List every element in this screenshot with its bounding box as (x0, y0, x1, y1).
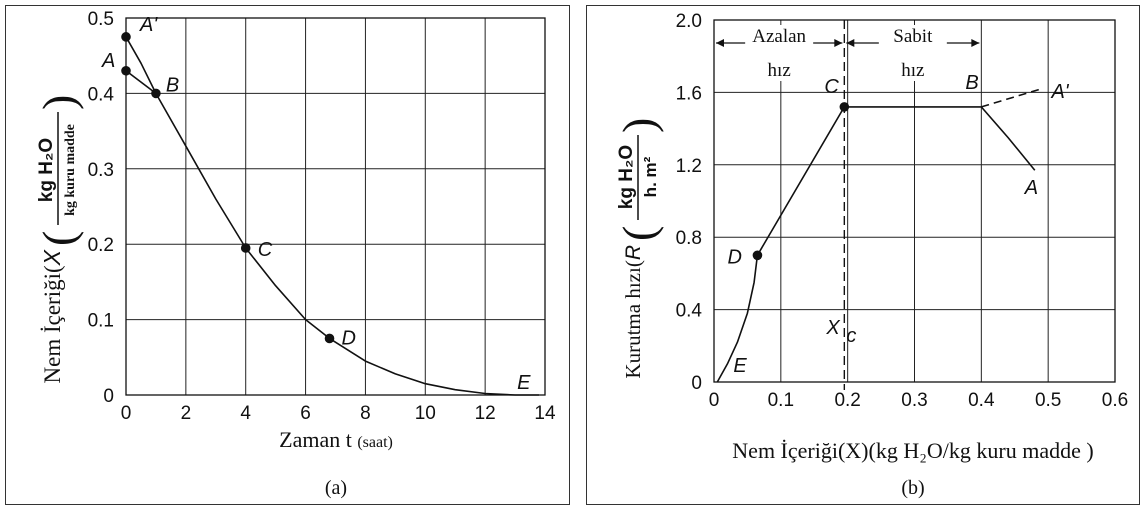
series-line-a (125, 36, 539, 396)
data-point-marker-b (839, 102, 850, 112)
series-line-b (981, 88, 1042, 108)
panel-b-ylabel-paren-l: ( (613, 226, 664, 241)
x-tick-label-a: 10 (415, 403, 436, 424)
data-point-label-b: E (733, 355, 747, 377)
region-arrow-head-left (846, 39, 855, 47)
panel-a-xlabel-main: Zaman t (saat) (279, 427, 393, 452)
x-tick-label-b: 0.3 (901, 390, 927, 411)
series-line-b (716, 106, 1036, 383)
panel-b-ylabel: Kurutma hızı(R kg H₂O h. m² ( ) (613, 118, 664, 379)
y-tick-label-a: 0.4 (88, 84, 115, 105)
data-point-label-b: D (727, 246, 741, 268)
panel-b-ylabel-num: kg H₂O (616, 145, 637, 209)
panel-b-ylabel-main: Kurutma hızı( (621, 260, 645, 378)
panel-b-ylabel-den: h. m² (641, 156, 660, 197)
y-tick-label-b: 1.2 (676, 156, 702, 177)
panel-a-ylabel-paren-r: ) (33, 95, 84, 110)
plot-frame-b (713, 19, 1116, 383)
region-arrow-head-right (971, 39, 980, 47)
panel-a-ylabel-paren-l: ( (33, 231, 84, 246)
svg-text:Nem İçeriği(X: Nem İçeriği(X (39, 248, 65, 383)
data-point-marker-a (151, 88, 161, 99)
plot-frame-a (125, 17, 546, 396)
data-point-label-a: B (166, 74, 179, 96)
data-point-label-a: E (517, 372, 531, 394)
svg-text:Kurutma hızı(R: Kurutma hızı(R (621, 245, 645, 379)
panel-b-ylabel-paren-r: ) (613, 118, 664, 133)
critical-moisture-subscript: c (846, 325, 856, 347)
x-tick-label-a: 14 (534, 403, 556, 424)
y-tick-label-a: 0.2 (88, 235, 114, 256)
data-point-label-a: D (342, 327, 356, 349)
x-tick-label-b: 0.4 (968, 390, 995, 411)
data-point-marker-a (324, 333, 335, 344)
panel-a-ylabel-den: kg kuru madde (63, 124, 78, 216)
x-tick-label-a: 12 (475, 403, 496, 424)
region-arrow-head-right (834, 39, 843, 47)
x-tick-label-a: 0 (121, 403, 132, 424)
y-tick-label-a: 0.3 (88, 160, 114, 181)
data-point-label-b: A' (1050, 81, 1069, 103)
y-tick-label-b: 1.6 (676, 83, 702, 104)
data-point-marker-a (121, 65, 131, 76)
data-point-label-b: A (1024, 177, 1038, 199)
x-tick-label-a: 4 (240, 403, 251, 424)
region-label-top: Azalan (752, 26, 806, 47)
panel-b-ylabel-var: R (622, 245, 645, 260)
chart-panel-a (5, 5, 570, 505)
region-arrow-head-left (716, 39, 724, 47)
x-tick-label-a: 8 (360, 403, 371, 424)
x-tick-label-b: 0.5 (1035, 390, 1061, 411)
panel-a-ylabel-var: X (39, 248, 65, 266)
data-point-marker-b (752, 250, 763, 261)
y-tick-label-b: 0.4 (676, 301, 703, 322)
panel-a-xlabel-unit: (saat) (357, 434, 393, 451)
y-tick-label-b: 0 (691, 373, 702, 394)
panel-a-ylabel: Nem İçeriği(X kg H₂O kg kuru madde ( ) (33, 95, 84, 384)
region-label-bg (745, 25, 814, 81)
y-tick-label-b: 2.0 (676, 11, 702, 32)
region-label-top: Sabit (893, 26, 933, 47)
data-point-label-b: B (965, 72, 978, 94)
data-point-label-b: C (824, 76, 839, 98)
data-point-marker-a (121, 32, 131, 42)
data-point-label-a: C (258, 239, 273, 261)
x-tick-label-a: 6 (300, 403, 311, 424)
data-point-marker-a (240, 243, 251, 253)
data-point-label-a: A (101, 50, 115, 72)
y-tick-label-a: 0.5 (88, 9, 114, 30)
panel-b-label: (b) (901, 477, 924, 499)
x-tick-label-a: 2 (181, 403, 192, 424)
y-tick-label-a: 0.1 (88, 311, 114, 332)
region-label-bottom: hız (768, 60, 791, 81)
panel-a-xlabel-main-text: Zaman t (279, 427, 352, 452)
panel-a-label: (a) (325, 477, 347, 499)
region-label-bottom: hız (901, 60, 924, 81)
panel-a-ylabel-main: Nem İçeriği( (40, 265, 65, 383)
critical-moisture-label: X (825, 317, 840, 339)
panel-a-ylabel-num: kg H₂O (36, 138, 57, 202)
region-label-bg (878, 25, 947, 81)
panel-b-xlabel: Nem İçeriği(X)(kg H₂O/kg kuru madde ) (732, 438, 1093, 463)
y-tick-label-a: 0 (103, 386, 114, 407)
y-tick-label-b: 0.8 (676, 228, 702, 249)
x-tick-label-b: 0.6 (1102, 390, 1128, 411)
x-tick-label-b: 0.1 (768, 390, 794, 411)
data-point-label-a: A' (139, 14, 158, 36)
x-tick-label-b: 0 (709, 390, 720, 411)
series-line-a (125, 70, 157, 95)
x-tick-label-b: 0.2 (834, 390, 860, 411)
